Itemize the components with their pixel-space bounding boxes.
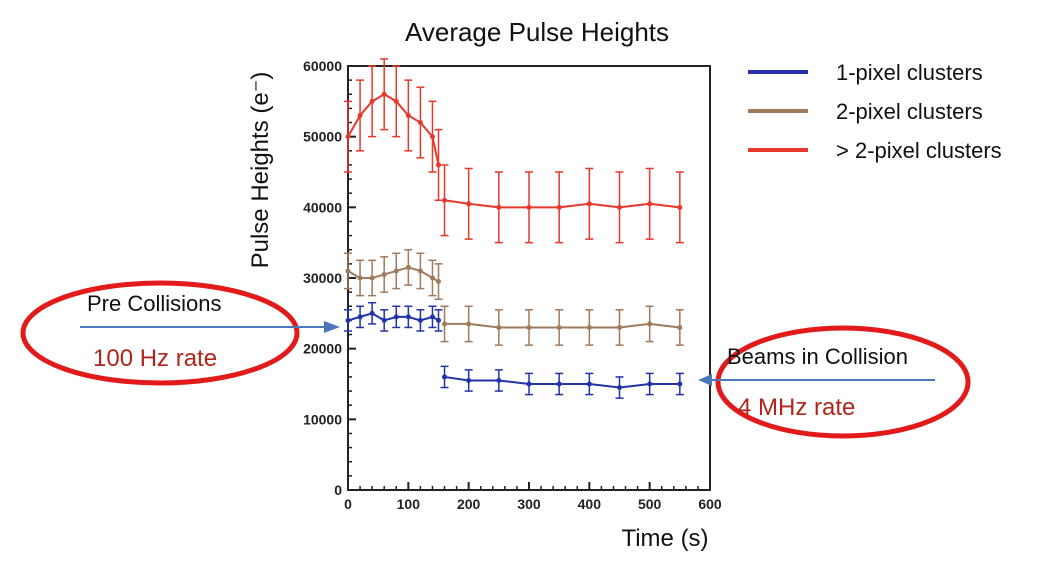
series-line	[444, 199, 680, 209]
x-tick-label: 0	[344, 496, 352, 512]
data-point	[466, 201, 472, 207]
pre-collisions-ellipse	[20, 280, 300, 386]
y-axis-label: Pulse Heights (e⁻)	[247, 72, 274, 269]
series-1	[344, 301, 684, 399]
data-point	[556, 324, 562, 330]
data-point	[466, 377, 472, 383]
data-point	[345, 134, 351, 140]
data-point	[369, 310, 375, 316]
series-3	[344, 58, 684, 244]
beams-in-collision-rate: 4 MHz rate	[738, 394, 855, 421]
data-point	[345, 317, 351, 323]
data-point	[393, 314, 399, 320]
data-point	[526, 381, 532, 387]
data-point	[405, 112, 411, 118]
y-tick-label: 60000	[303, 58, 342, 74]
x-axis-label: Time (s)	[621, 525, 708, 552]
pre-collisions-arrow-head	[324, 321, 340, 333]
data-point	[417, 268, 423, 274]
axis-ticks: 0 10000 20000 30000 40000 50000 60000 0 100 200 30…	[303, 58, 722, 512]
data-point	[357, 314, 363, 320]
y-tick-label: 30000	[303, 270, 342, 286]
data-point	[429, 314, 435, 320]
data-point	[417, 120, 423, 126]
data-point	[586, 201, 592, 207]
data-point	[393, 268, 399, 274]
data-point	[526, 324, 532, 330]
plot-border	[347, 65, 711, 491]
x-tick-label: 300	[517, 496, 541, 512]
legend-label: 2-pixel clusters	[836, 99, 983, 124]
data-point	[436, 279, 441, 285]
data-point	[357, 275, 363, 281]
x-tick-label: 600	[698, 496, 722, 512]
legend-label: > 2-pixel clusters	[836, 138, 1002, 163]
data-point	[369, 98, 375, 104]
data-point	[677, 204, 683, 210]
data-point	[647, 201, 653, 207]
annotations: Pre Collisions 100 Hz rate Beams in Collis…	[20, 280, 971, 439]
pre-collisions-label: Pre Collisions	[87, 291, 222, 316]
beams-arrow-head	[698, 374, 712, 386]
series-line	[444, 375, 680, 389]
data-point	[405, 314, 411, 320]
y-tick-label: 20000	[303, 341, 342, 357]
data-point	[647, 381, 653, 387]
data-point	[556, 381, 562, 387]
series-layer	[344, 58, 684, 399]
data-point	[436, 317, 441, 323]
data-point	[345, 268, 351, 274]
y-tick-label: 40000	[303, 199, 342, 215]
data-point	[647, 321, 653, 327]
data-point	[617, 204, 622, 210]
legend: 1-pixel clusters 2-pixel clusters > 2-pixe…	[748, 60, 1002, 163]
x-tick-label: 400	[578, 496, 602, 512]
data-point	[429, 275, 435, 281]
series-line	[347, 93, 440, 166]
data-point	[442, 321, 448, 327]
data-point	[677, 381, 683, 387]
beams-in-collision-label: Beams in Collision	[727, 344, 908, 369]
data-point	[442, 374, 448, 380]
data-point	[677, 324, 683, 330]
data-point	[556, 204, 562, 210]
data-point	[429, 134, 435, 140]
data-point	[526, 204, 532, 210]
chart-title: Average Pulse Heights	[405, 17, 669, 47]
y-tick-label: 0	[334, 482, 342, 498]
series-line	[444, 322, 680, 329]
data-point	[586, 381, 592, 387]
data-point	[381, 271, 387, 277]
plot-area	[347, 65, 711, 491]
data-point	[369, 275, 375, 281]
data-point	[496, 377, 502, 383]
data-point	[381, 91, 387, 97]
data-point	[496, 324, 502, 330]
data-point	[586, 324, 592, 330]
x-tick-label: 100	[397, 496, 421, 512]
y-tick-label: 10000	[303, 411, 342, 427]
data-point	[417, 317, 423, 323]
data-point	[466, 321, 472, 327]
data-point	[617, 385, 622, 391]
x-tick-label: 200	[457, 496, 481, 512]
data-point	[496, 204, 502, 210]
data-point	[436, 162, 441, 168]
legend-label: 1-pixel clusters	[836, 60, 983, 85]
y-tick-label: 50000	[303, 129, 342, 145]
beams-in-collision-ellipse	[715, 325, 971, 439]
data-point	[405, 264, 411, 270]
x-tick-label: 500	[638, 496, 662, 512]
series-2	[344, 248, 684, 346]
data-point	[357, 112, 363, 118]
data-point	[393, 98, 399, 104]
pre-collisions-rate: 100 Hz rate	[93, 345, 217, 372]
data-point	[442, 197, 448, 203]
data-point	[381, 317, 387, 323]
data-point	[617, 324, 622, 330]
